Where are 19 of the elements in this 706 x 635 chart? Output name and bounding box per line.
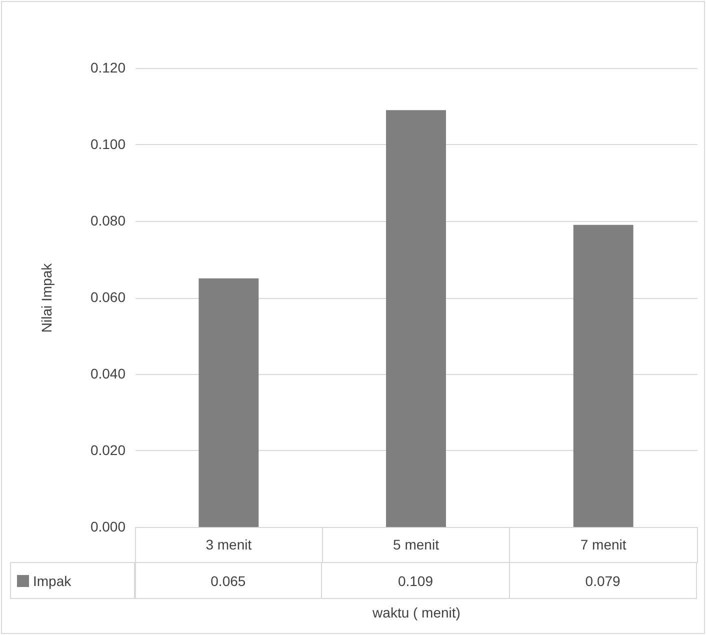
bar: [573, 224, 634, 527]
bar: [386, 110, 446, 527]
x-axis-title: waktu ( menit): [372, 604, 460, 620]
x-tick-label: 5 menit: [393, 536, 440, 552]
y-tick-label: 0.080: [90, 212, 126, 228]
x-tick-label: 3 menit: [206, 536, 252, 552]
y-tick-label: 0.100: [90, 136, 126, 152]
y-tick-label: 0.020: [90, 442, 126, 458]
y-axis-title: Nilai Impak: [38, 262, 54, 333]
x-tick-label: 7 menit: [580, 536, 626, 552]
legend-label: Impak: [33, 572, 72, 588]
y-tick-label: 0.120: [90, 60, 126, 76]
data-label: 0.079: [508, 562, 697, 599]
bar: [198, 278, 259, 527]
y-tick-label: 0.000: [90, 518, 126, 534]
data-label: 0.065: [134, 562, 322, 599]
data-label: 0.109: [321, 562, 510, 599]
y-tick-label: 0.040: [90, 366, 126, 382]
y-tick-label: 0.060: [90, 289, 126, 305]
